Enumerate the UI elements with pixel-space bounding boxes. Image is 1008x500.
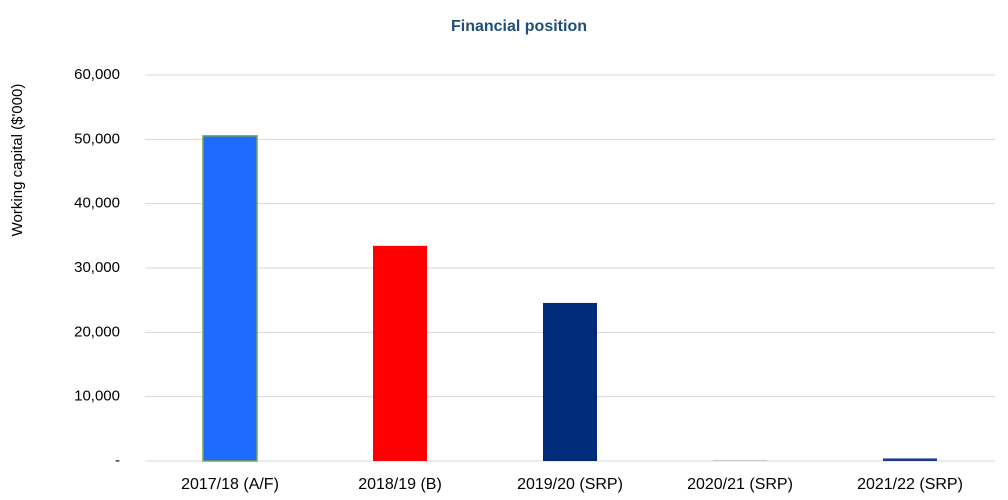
y-tick-label: 30,000 bbox=[74, 259, 120, 276]
bar bbox=[202, 135, 258, 462]
x-tick-label: 2021/22 (SRP) bbox=[857, 476, 963, 493]
y-tick-label: 40,000 bbox=[74, 195, 120, 212]
y-tick-label: 50,000 bbox=[74, 130, 120, 147]
x-tick-label: 2017/18 (A/F) bbox=[181, 476, 279, 493]
x-tick-label: 2020/21 (SRP) bbox=[687, 476, 793, 493]
bar bbox=[373, 245, 427, 461]
x-tick-label: 2019/20 (SRP) bbox=[517, 476, 623, 493]
y-tick-label: 20,000 bbox=[74, 323, 120, 340]
bar bbox=[543, 302, 597, 461]
x-tick-label: 2018/19 (B) bbox=[358, 476, 442, 493]
bar bbox=[713, 460, 767, 462]
bar bbox=[883, 458, 937, 461]
y-tick-label: - bbox=[115, 452, 120, 469]
chart-title: Financial position bbox=[451, 18, 587, 35]
y-tick-label: 10,000 bbox=[74, 388, 120, 405]
y-axis-label: Working capital ($'000) bbox=[9, 84, 26, 237]
y-tick-label: 60,000 bbox=[74, 66, 120, 83]
